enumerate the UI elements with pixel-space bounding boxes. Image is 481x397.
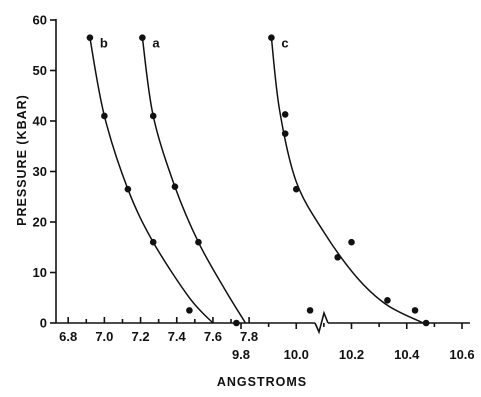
data-point-a [171, 183, 179, 190]
y-tick-label: 10 [33, 265, 47, 280]
data-point-b [86, 34, 94, 41]
data-point-c [292, 185, 300, 193]
series-label-b: b [100, 36, 108, 51]
data-point-a [233, 319, 240, 327]
data-point-c [268, 34, 275, 41]
data-point-a [149, 112, 157, 120]
series-label-a: a [152, 36, 160, 51]
data-point-b [149, 238, 157, 246]
data-point-c [411, 307, 419, 314]
upper-x-tick-label: 7.6 [204, 329, 222, 344]
data-point-c [334, 254, 341, 261]
lower-x-tick-label: 10.2 [339, 347, 364, 362]
data-point-b [186, 307, 193, 314]
series-label-c: c [281, 36, 288, 51]
x-axis-label: ANGSTROMS [217, 375, 307, 389]
upper-x-tick-label: 7.0 [95, 329, 113, 344]
lower-x-tick-label: 9.8 [232, 347, 250, 362]
data-point-c [281, 130, 289, 137]
y-tick-label: 60 [33, 13, 47, 28]
y-tick-label: 20 [33, 215, 47, 230]
data-point-a [195, 238, 202, 246]
y-tick-label: 0 [40, 316, 47, 331]
lower-x-tick-label: 10.4 [394, 347, 420, 362]
fit-curve-b [89, 37, 214, 324]
upper-x-tick-label: 7.2 [132, 329, 150, 344]
data-point-c [422, 319, 430, 327]
upper-x-tick-label: 6.8 [59, 329, 77, 344]
fit-curves [89, 37, 424, 324]
data-point-a [139, 34, 146, 41]
y-axis-label: PRESSURE (KBAR) [15, 94, 29, 226]
upper-x-tick-label: 7.8 [240, 329, 258, 344]
axis-break-mark [314, 310, 329, 335]
lower-x-tick-label: 10.6 [449, 347, 474, 362]
fit-curve-a [141, 37, 247, 324]
data-point-b [101, 112, 108, 120]
fit-curve-c [270, 37, 424, 324]
axes: 0 10 20 30 40 50 60 6.8 7.0 7.2 7.4 7.6 7.8 9.8 10.0 10… [33, 13, 475, 363]
y-tick-label: 50 [33, 63, 47, 78]
data-points [86, 34, 430, 327]
data-point-c [384, 296, 391, 304]
data-point-b [124, 185, 132, 193]
upper-x-tick-label: 7.4 [168, 329, 187, 344]
data-point-c [348, 238, 355, 246]
y-tick-label: 30 [33, 164, 47, 179]
data-point-c [281, 111, 289, 118]
y-tick-label: 40 [33, 114, 47, 129]
data-point-c [306, 307, 314, 314]
lower-x-tick-label: 10.0 [284, 347, 309, 362]
